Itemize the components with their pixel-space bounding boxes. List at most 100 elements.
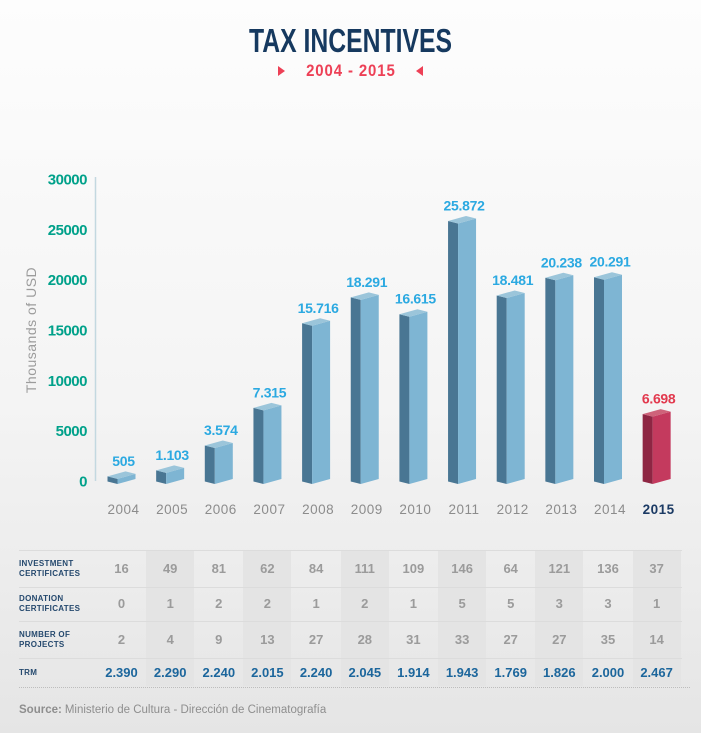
row-label: TRM bbox=[19, 668, 37, 678]
row-label: NUMBER OF PROJECTS bbox=[19, 630, 70, 650]
bar-top-face bbox=[399, 309, 428, 317]
y-tick-label: 25000 bbox=[48, 222, 87, 239]
bar-value-label: 18.481 bbox=[492, 272, 534, 288]
table-cell: 2.045 bbox=[348, 665, 382, 680]
table-cell: 49 bbox=[162, 561, 178, 576]
bar-side-face bbox=[448, 221, 459, 484]
table-cell: 27 bbox=[503, 632, 518, 647]
table-cell: 27 bbox=[308, 632, 324, 647]
table-cell: 62 bbox=[260, 561, 275, 576]
table-cell: 121 bbox=[548, 561, 571, 576]
bar-front-face bbox=[166, 467, 185, 484]
bar-value-label: 25.872 bbox=[444, 198, 486, 214]
row-label-line: TRM bbox=[19, 667, 38, 677]
table-cell: 1.914 bbox=[397, 665, 430, 680]
table-cell: 84 bbox=[308, 561, 324, 576]
table-cell: 2 bbox=[117, 632, 126, 647]
bar-value-label: 505 bbox=[112, 453, 135, 469]
column-band bbox=[340, 550, 389, 686]
table-cell: 16 bbox=[114, 561, 129, 576]
row-label-line: INVESTMENT bbox=[19, 558, 74, 568]
table-cell: 2 bbox=[361, 596, 369, 611]
bar-front-face bbox=[409, 311, 428, 484]
table-cell: 2.240 bbox=[299, 665, 333, 680]
y-tick-label: 30000 bbox=[48, 172, 87, 189]
bar-top-face bbox=[253, 402, 282, 411]
bar-side-face bbox=[253, 407, 264, 484]
row-label-line: CERTIFICATES bbox=[19, 568, 81, 578]
table-cell: 81 bbox=[211, 561, 227, 576]
bar-value-label: 7.315 bbox=[253, 384, 287, 400]
bar-top-face bbox=[156, 465, 185, 473]
x-category-label: 2014 bbox=[594, 502, 626, 517]
table-cell: 28 bbox=[357, 632, 373, 647]
table-cell: 2.290 bbox=[153, 665, 187, 680]
table-cell: 33 bbox=[454, 632, 470, 647]
bar-front-face bbox=[360, 294, 379, 484]
bar-front-face bbox=[506, 292, 525, 484]
bar-front-face bbox=[263, 405, 282, 484]
bar-side-face bbox=[594, 277, 604, 484]
bar-top-face bbox=[302, 318, 331, 326]
bar-value-label: 18.291 bbox=[346, 274, 388, 290]
row-separator bbox=[19, 621, 682, 622]
table-cell: 1.943 bbox=[445, 665, 479, 680]
table-cell: 2.015 bbox=[251, 665, 284, 680]
x-category-label: 2006 bbox=[205, 502, 237, 517]
bar-top-face bbox=[642, 409, 671, 417]
bar-top-face bbox=[350, 292, 379, 300]
x-category-label: 2015 bbox=[643, 502, 675, 517]
x-category-label: 2013 bbox=[545, 502, 577, 517]
row-label-line: NUMBER OF bbox=[19, 629, 71, 639]
right-arrow-icon bbox=[277, 66, 285, 76]
table-cell: 2 bbox=[215, 596, 223, 611]
bar-side-face bbox=[350, 297, 361, 484]
source-text: Ministerio de Cultura - Dirección de Cin… bbox=[64, 704, 327, 716]
table-cell: 14 bbox=[649, 632, 664, 647]
bar-value-label: 20.238 bbox=[541, 254, 583, 270]
bar-top-face bbox=[107, 471, 136, 479]
table-cell: 2.000 bbox=[591, 665, 625, 680]
row-label-line: DONATION bbox=[19, 594, 64, 603]
table-cell: 1 bbox=[652, 596, 661, 611]
bar-value-label: 6.698 bbox=[642, 391, 676, 407]
table-cell: 5 bbox=[458, 596, 466, 611]
source-label: Source: bbox=[19, 704, 62, 716]
bar-top-face bbox=[545, 272, 574, 281]
table-cell: 136 bbox=[597, 561, 619, 576]
subtitle-years: 2004 - 2015 bbox=[305, 61, 396, 80]
row-separator bbox=[19, 658, 682, 659]
table-cell: 1.826 bbox=[543, 665, 576, 680]
source-note: Source: Ministerio de Cultura - Dirección… bbox=[19, 704, 326, 716]
column-band bbox=[438, 550, 487, 686]
table-cell: 146 bbox=[451, 561, 473, 576]
bar-top-face bbox=[448, 216, 477, 224]
column-band bbox=[243, 550, 292, 686]
row-label: INVESTMENT CERTIFICATES bbox=[19, 559, 80, 579]
bar-side-face bbox=[399, 314, 410, 484]
y-axis-title: Thousands of USD bbox=[23, 267, 39, 393]
bar-front-face bbox=[458, 218, 477, 484]
table-cell: 1.769 bbox=[494, 665, 527, 680]
bar-top-face bbox=[594, 272, 622, 280]
table-cell: 111 bbox=[354, 561, 375, 576]
table-cell: 2.240 bbox=[202, 665, 236, 680]
y-tick-label: 20000 bbox=[48, 272, 87, 289]
table-cell: 35 bbox=[600, 632, 616, 647]
bar-top-face bbox=[204, 440, 233, 449]
y-tick-label: 5000 bbox=[56, 423, 88, 440]
bar-chart: 0 5000 10000 15000 20000 25000 30000 Thousands … bbox=[23, 172, 676, 518]
bar-front-face bbox=[555, 275, 574, 484]
bar-side-face bbox=[107, 476, 118, 484]
bar-front-face bbox=[604, 274, 622, 484]
row-label: DONATION CERTIFICATES bbox=[19, 594, 80, 614]
column-band bbox=[146, 550, 195, 686]
x-category-label: 2008 bbox=[302, 502, 334, 517]
bar-front-face bbox=[652, 411, 671, 484]
table-cell: 9 bbox=[215, 632, 223, 647]
bar-value-label: 3.574 bbox=[204, 422, 238, 438]
bar-side-face bbox=[496, 295, 507, 484]
bar-front-face bbox=[312, 320, 331, 484]
bar-side-face bbox=[545, 277, 556, 484]
page-title: TAX INCENTIVES bbox=[248, 22, 453, 59]
